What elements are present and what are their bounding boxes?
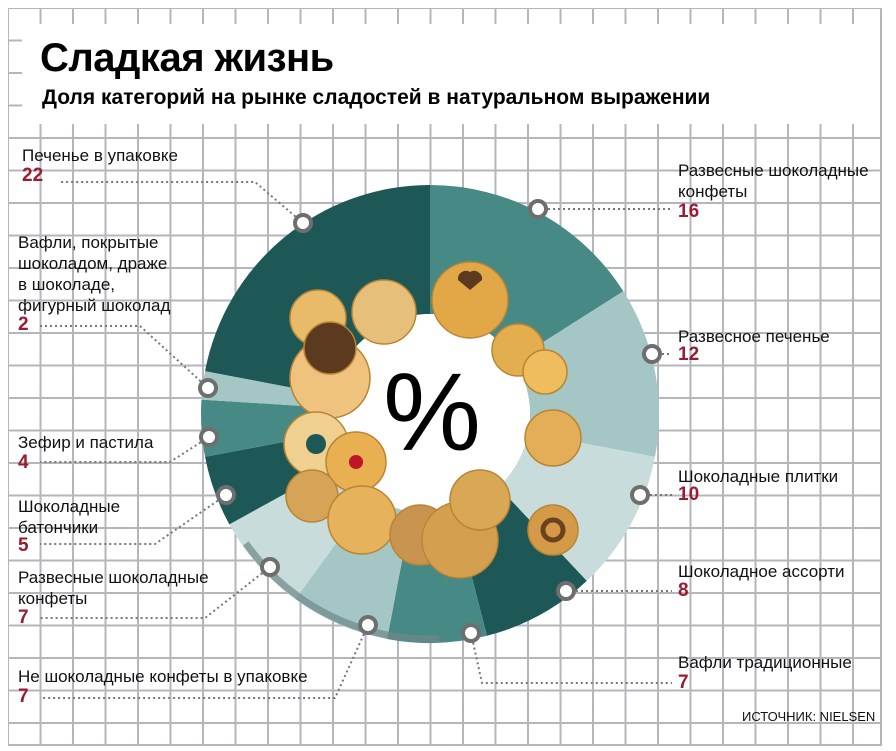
swirl: [540, 517, 566, 543]
cookie-illustration: [327, 485, 397, 555]
category-value: 16: [678, 201, 700, 222]
category-label-line: Не шоколадные конфеты в упаковке: [18, 667, 308, 686]
category-label-line: Шоколадное ассорти: [678, 562, 845, 581]
category-label-line: Развесное печенье: [678, 327, 830, 346]
category-label: Шоколадные батончики: [18, 496, 120, 538]
category-label-line: Развесные шоколадные: [678, 161, 869, 180]
cookie-illustration: [303, 321, 357, 375]
category-label: Развесные шоколадные конфеты: [678, 160, 869, 202]
source-note: ИСТОЧНИК: NIELSEN: [742, 709, 876, 724]
donut-slice: [498, 432, 655, 581]
leader-line: [470, 632, 672, 684]
percent-symbol: %: [383, 351, 481, 474]
marker-dot: [630, 485, 650, 505]
chart-subtitle: Доля категорий на рынке сладостей в нату…: [42, 86, 711, 109]
category-value: 10: [678, 484, 700, 505]
marker-dot: [216, 485, 236, 505]
marker-dot: [358, 615, 378, 635]
category-label: Не шоколадные конфеты в упаковке: [18, 666, 308, 687]
cookie-illustration: [351, 279, 417, 345]
category-label-line: Развесные шоколадные: [18, 568, 209, 587]
category-label: Шоколадное ассорти: [678, 561, 845, 582]
category-label: Шоколадные плитки: [678, 466, 838, 487]
category-value: 4: [18, 452, 29, 473]
category-label: Развесное печенье: [678, 326, 830, 347]
category-label-line: батончики: [18, 518, 99, 537]
marker-dot: [293, 213, 313, 233]
category-value: 2: [18, 314, 29, 335]
chart-title: Сладкая жизнь: [40, 36, 334, 80]
category-label-line: Зефир и пастила: [18, 433, 154, 452]
category-value: 7: [18, 607, 29, 628]
category-label-line: шоколадом, драже: [18, 254, 168, 273]
category-label-line: в шоколаде,: [18, 275, 116, 294]
category-label-line: Шоколадные плитки: [678, 467, 839, 486]
category-label-line: Вафли традиционные: [678, 653, 852, 672]
marker-dot: [461, 623, 481, 643]
marker-dot: [198, 378, 218, 398]
category-label-line: Печенье в упаковке: [22, 146, 178, 165]
cookie-illustration: [431, 261, 509, 339]
category-label-line: конфеты: [678, 182, 748, 201]
jam-dot: [349, 455, 363, 469]
heart-chocolate: [457, 270, 483, 290]
leader-line: [40, 325, 209, 389]
marker-dot: [642, 344, 662, 364]
category-label: Развесные шоколадные конфеты: [18, 567, 209, 609]
marker-dot: [199, 427, 219, 447]
donut-slice: [201, 399, 332, 457]
category-label-line: Шоколадные: [18, 497, 121, 516]
category-label: Печенье в упаковке: [22, 145, 178, 166]
category-value: 22: [22, 165, 44, 186]
category-label: Зефир и пастила: [18, 432, 153, 453]
category-value: 8: [678, 580, 689, 601]
category-value: 5: [18, 535, 29, 556]
header-panel: [22, 24, 880, 124]
leader-line: [40, 624, 369, 699]
category-value: 12: [678, 344, 700, 365]
cookie-hole: [306, 434, 326, 454]
category-label-line: конфеты: [18, 589, 88, 608]
cookie-illustration: [449, 469, 511, 531]
category-label: Вафли, покрытые шоколадом, драже в шоколад…: [18, 232, 170, 316]
marker-dot: [556, 581, 576, 601]
marker-dot: [260, 557, 280, 577]
marker-dot: [528, 199, 548, 219]
leader-line: [60, 181, 304, 224]
category-label-line: Вафли, покрытые: [18, 233, 159, 252]
cookie-illustration: [527, 504, 579, 556]
cookie-illustration: [522, 349, 568, 395]
leader-line: [40, 436, 210, 463]
leader-line: [40, 494, 227, 545]
category-label: Вафли традиционные: [678, 652, 852, 673]
category-value: 7: [18, 686, 29, 707]
category-label-line: фигурный шоколад: [18, 296, 171, 315]
category-value: 7: [678, 672, 689, 693]
cookie-illustration: [524, 409, 582, 467]
